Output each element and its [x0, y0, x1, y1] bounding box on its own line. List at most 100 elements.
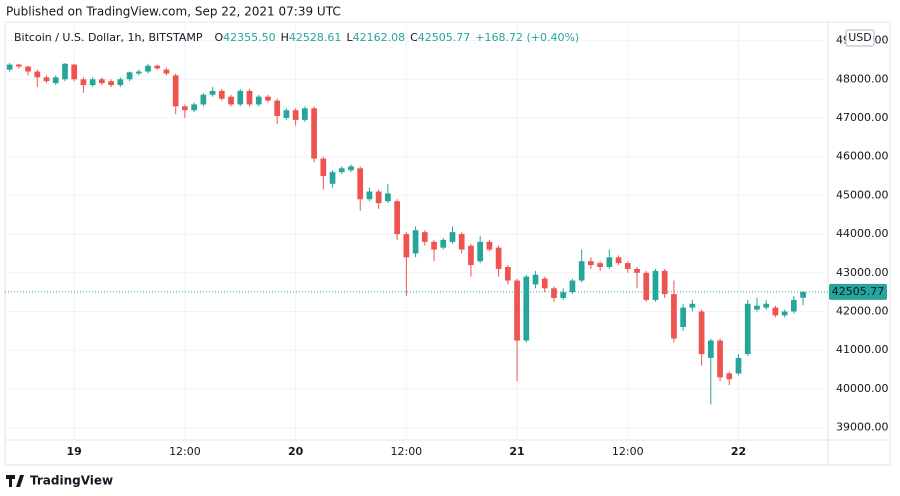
series-header: Bitcoin / U.S. Dollar, 1h, BITSTAMP O4235…: [14, 31, 579, 44]
y-tick-label: 40000.00: [836, 382, 889, 395]
candle-body: [578, 261, 585, 281]
candle-body: [283, 110, 290, 118]
candle-body: [698, 311, 705, 355]
candle-body: [781, 311, 788, 316]
last-price-badge: [829, 283, 887, 300]
candle-body: [117, 79, 124, 86]
ohlc-prefix: L: [346, 31, 353, 44]
y-tick-label: 43000.00: [836, 266, 889, 279]
y-tick-label: 41000.00: [836, 343, 889, 356]
candle-body: [449, 232, 456, 242]
candle-body: [744, 303, 751, 355]
x-tick-label: 12:00: [169, 445, 201, 458]
candle-body: [634, 268, 640, 273]
candle-body: [791, 299, 797, 312]
candle-body: [357, 168, 364, 200]
candles: [6, 63, 806, 405]
candle-body: [477, 241, 484, 262]
candle-body: [237, 90, 244, 105]
candle-body: [560, 292, 567, 298]
candle-body: [523, 276, 530, 341]
candle-body: [228, 96, 234, 105]
currency-badge: [845, 29, 875, 47]
candle-body: [726, 373, 733, 380]
y-tick-label: 46000.00: [836, 150, 889, 163]
ohlc-value: 42355.50: [223, 31, 276, 44]
candle-body: [329, 172, 336, 184]
candle-body: [126, 72, 133, 80]
candle-body: [80, 79, 87, 86]
candle-body: [348, 166, 354, 171]
candle-body: [320, 158, 327, 177]
ohlc-prefix: C: [410, 31, 418, 44]
candle-body: [606, 257, 613, 267]
candle-body: [624, 263, 631, 269]
candle-body: [34, 71, 41, 78]
candle-body: [403, 234, 410, 258]
candle-body: [394, 201, 400, 235]
candle-body: [569, 280, 576, 293]
candle-body: [643, 272, 650, 300]
candle-body: [311, 108, 317, 159]
candle-body: [52, 77, 59, 84]
ohlc-prefix: O: [214, 31, 223, 44]
y-tick-label: 42000.00: [836, 305, 889, 318]
candle-body: [274, 100, 281, 117]
currency-label: USD: [848, 31, 872, 44]
candle-body: [468, 245, 474, 266]
candle-body: [145, 65, 151, 72]
brand-name: TradingView: [30, 474, 113, 488]
ohlc-value: 42528.61: [289, 31, 342, 44]
candle-body: [71, 64, 78, 80]
candle-body: [421, 232, 428, 242]
candle-body: [772, 307, 779, 316]
ohlc-prefix: H: [281, 31, 289, 44]
x-tick-label: 19: [67, 445, 82, 458]
candle-body: [431, 241, 437, 250]
candle-body: [800, 291, 806, 298]
candle-body: [163, 69, 170, 74]
x-tick-label: 12:00: [612, 445, 644, 458]
candle-body: [15, 64, 22, 67]
candle-body: [338, 168, 345, 173]
candle-body: [209, 90, 216, 95]
candle-body: [43, 77, 50, 82]
y-tick-label: 48000.00: [836, 72, 889, 85]
candle-body: [265, 96, 271, 101]
chart-frame: [4, 21, 891, 466]
y-tick-label: 39000.00: [836, 421, 889, 434]
x-tick-label: 12:00: [390, 445, 422, 458]
candle-body: [62, 63, 68, 80]
x-tick-label: 20: [288, 445, 304, 458]
candle-body: [615, 257, 622, 264]
candle-body: [218, 90, 225, 99]
candle-body: [412, 230, 419, 254]
brand: TradingView: [6, 474, 113, 488]
x-tick-label: 21: [509, 445, 524, 458]
y-tick-label: 44000.00: [836, 227, 889, 240]
candle-body: [172, 75, 179, 107]
candle-body: [99, 79, 105, 84]
candle-body: [671, 294, 677, 339]
y-tick-label: 45000.00: [836, 188, 889, 201]
series-title: Bitcoin / U.S. Dollar, 1h, BITSTAMP: [14, 31, 203, 44]
brand-icon: [6, 475, 24, 487]
candle-body: [292, 110, 299, 120]
candle-body: [25, 66, 31, 72]
candle-body: [597, 263, 603, 267]
candle-body: [661, 270, 668, 295]
candle-body: [191, 104, 198, 111]
candle-body: [504, 266, 511, 281]
candle-body: [108, 81, 114, 86]
candle-body: [486, 241, 493, 250]
candle-body: [255, 96, 262, 105]
candle-body: [375, 191, 382, 204]
candle-body: [6, 64, 13, 70]
ohlc-value: 42505.77: [418, 31, 471, 44]
candle-body: [301, 108, 308, 120]
candle-body: [689, 303, 696, 308]
candle-body: [366, 191, 373, 200]
grid: [5, 22, 828, 440]
candle-body: [541, 278, 548, 289]
